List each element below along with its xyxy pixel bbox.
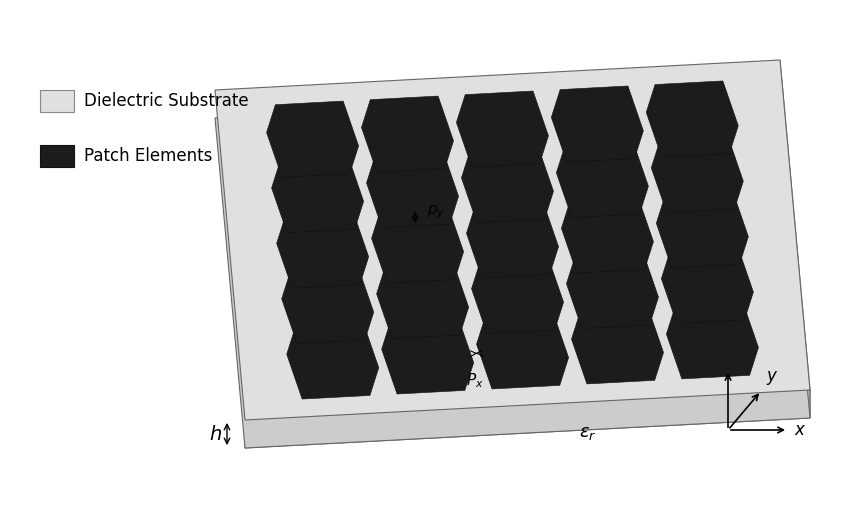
Polygon shape (656, 192, 748, 268)
Polygon shape (780, 60, 810, 418)
Polygon shape (272, 157, 364, 233)
Polygon shape (377, 263, 469, 339)
Polygon shape (215, 60, 810, 420)
Text: h: h (209, 424, 222, 444)
Text: $z$: $z$ (722, 346, 734, 364)
Text: $p_y$: $p_y$ (427, 204, 446, 221)
Polygon shape (245, 390, 810, 448)
Polygon shape (366, 151, 458, 227)
Text: Dielectric Substrate: Dielectric Substrate (84, 92, 249, 110)
Text: $y$: $y$ (766, 369, 779, 387)
Polygon shape (572, 308, 664, 384)
Polygon shape (215, 88, 810, 448)
Polygon shape (371, 207, 463, 283)
Polygon shape (666, 302, 758, 379)
Polygon shape (471, 257, 563, 333)
Text: $\varepsilon_r$: $\varepsilon_r$ (579, 424, 596, 442)
Polygon shape (567, 252, 659, 328)
Polygon shape (561, 197, 653, 273)
Polygon shape (556, 142, 648, 218)
Polygon shape (287, 323, 379, 399)
Bar (40, 145, 74, 167)
Polygon shape (361, 96, 453, 172)
Polygon shape (651, 136, 743, 212)
Text: $x$: $x$ (794, 421, 807, 439)
Polygon shape (462, 146, 554, 223)
Polygon shape (382, 318, 474, 394)
Polygon shape (551, 86, 643, 162)
Polygon shape (282, 267, 374, 344)
Polygon shape (267, 101, 359, 177)
Polygon shape (277, 212, 369, 288)
Text: $P_x$: $P_x$ (466, 371, 484, 390)
Polygon shape (467, 202, 559, 278)
Polygon shape (457, 91, 549, 167)
Polygon shape (661, 247, 753, 324)
Polygon shape (646, 81, 739, 157)
Bar (40, 90, 74, 112)
Text: Patch Elements: Patch Elements (84, 147, 212, 165)
Polygon shape (476, 313, 568, 389)
